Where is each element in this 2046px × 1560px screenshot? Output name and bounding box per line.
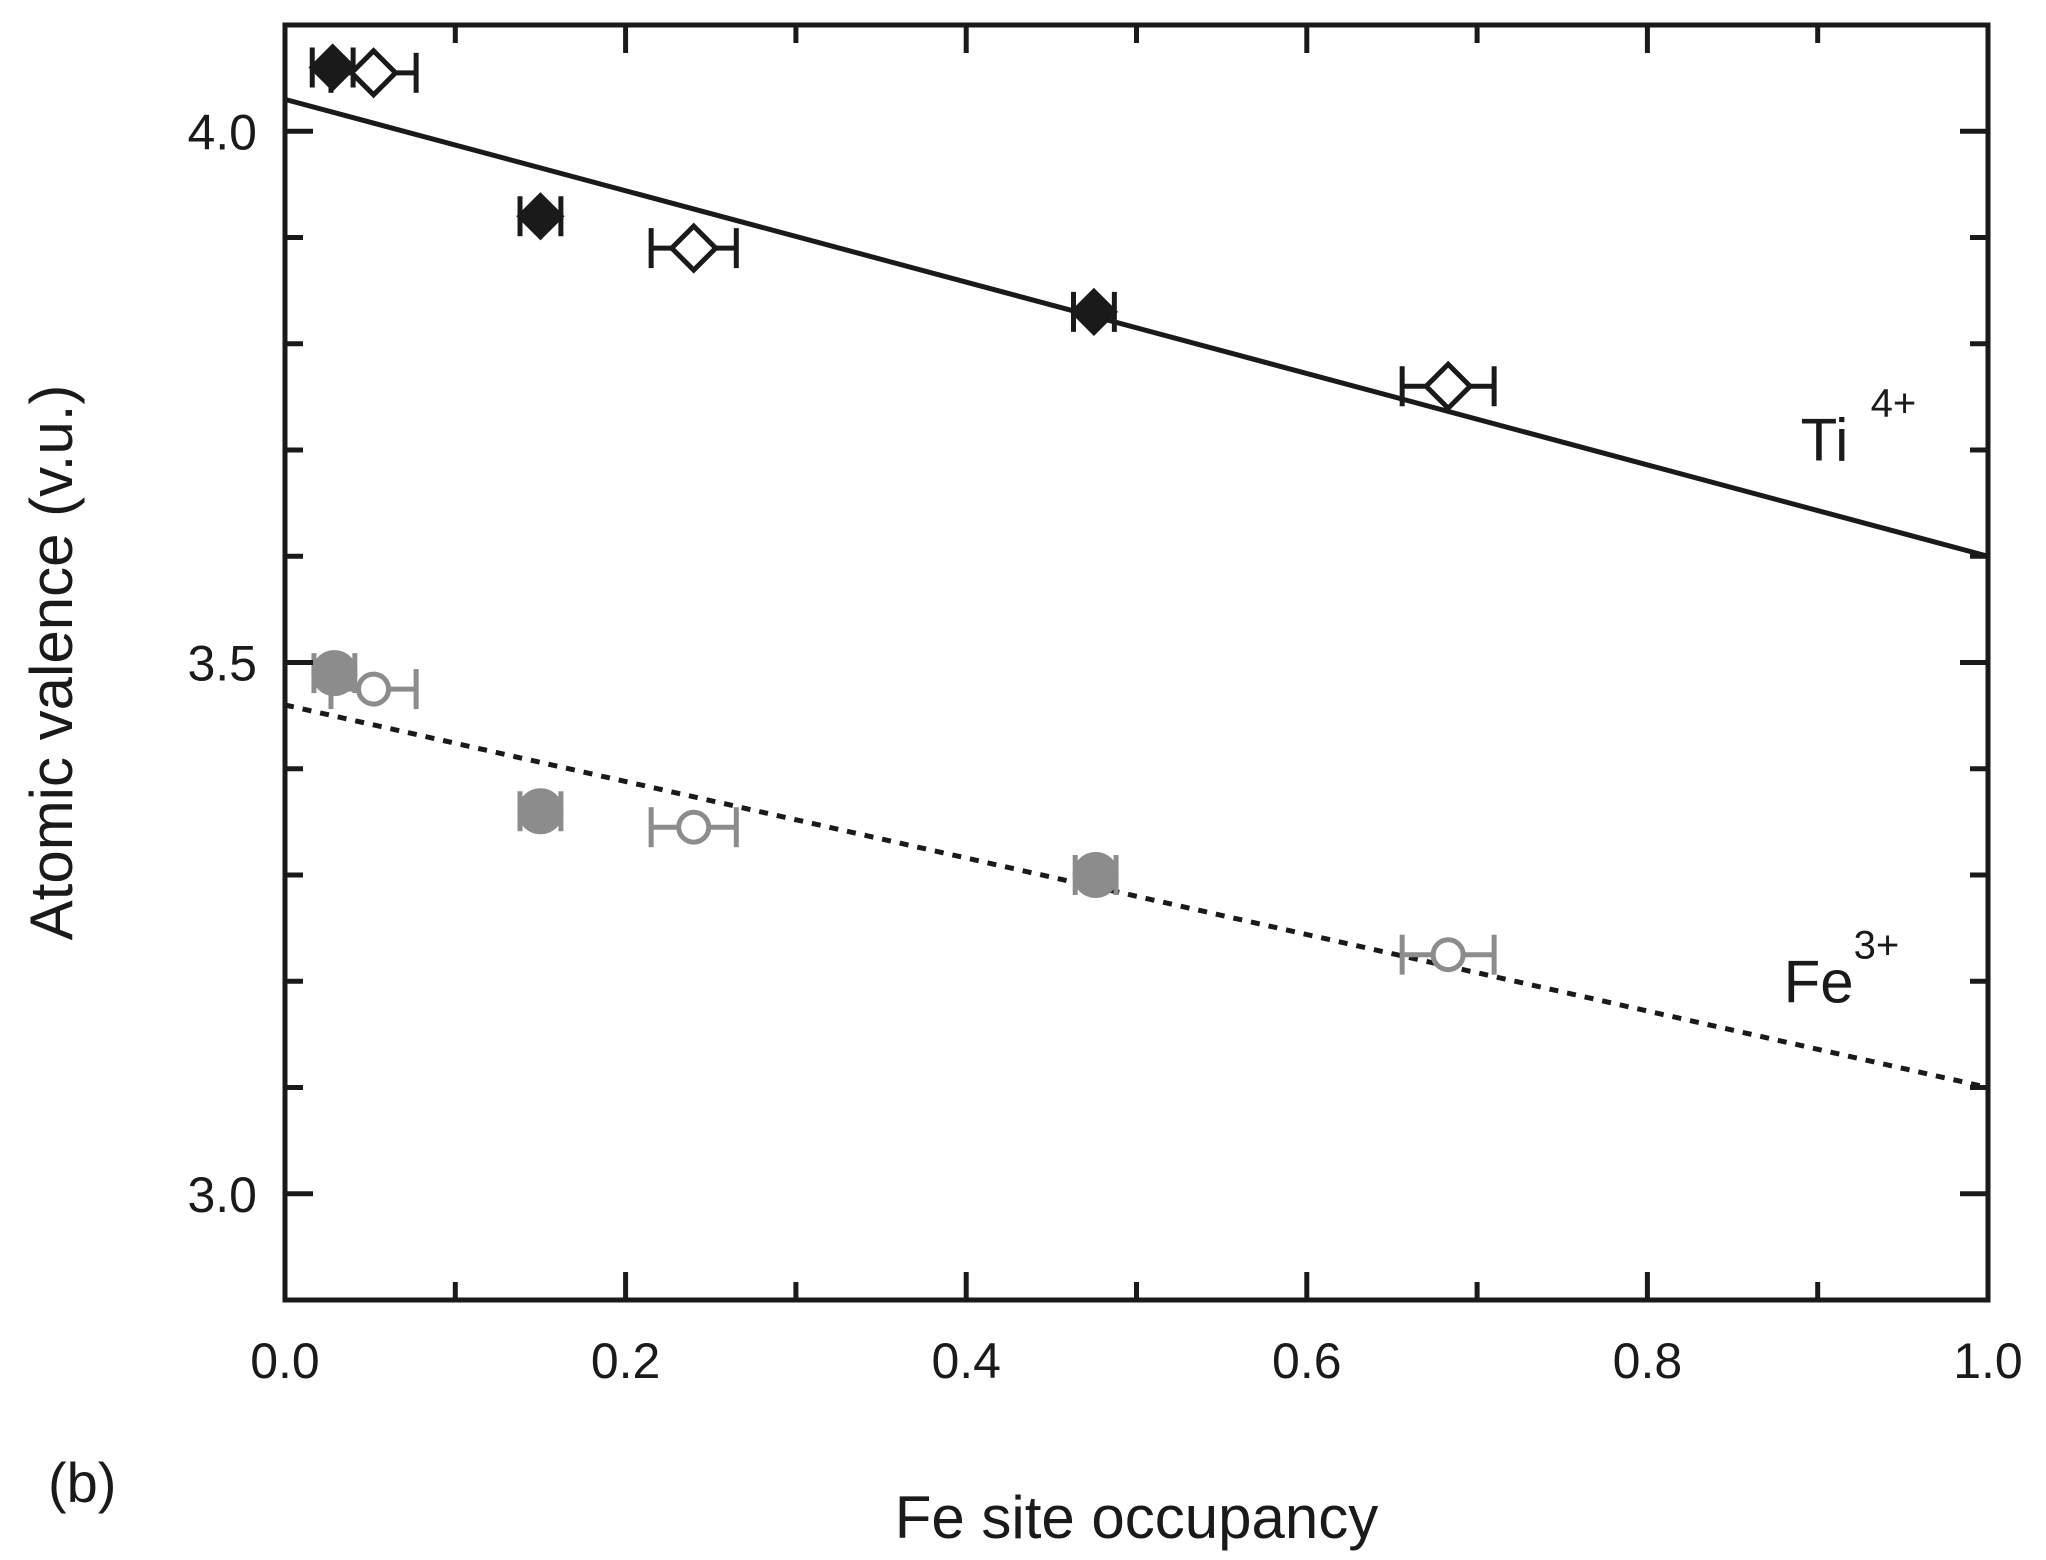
x-axis-title: Fe site occupancy [895,1484,1379,1551]
x-tick-label: 0.6 [1272,1333,1342,1389]
y-tick-label: 4.0 [187,104,257,160]
data-point [1430,937,1466,973]
fit-line-charge: 4+ [1871,382,1917,426]
series-2 [311,650,1119,898]
y-tick-label: 3.5 [187,636,257,692]
data-point [348,47,400,99]
data-point [1072,852,1119,898]
panel-label: (b) [48,1451,116,1514]
fit-line-label: Fe [1784,949,1854,1016]
x-tick-label: 0.0 [250,1333,320,1389]
fit-line-charge: 3+ [1854,924,1900,968]
fit-line-0 [284,96,1989,559]
data-point [516,192,565,241]
data-point [1422,360,1474,412]
labels: 0.0 0.2 0.4 0.6 0.8 1.0 3.0 3.5 4.0 Fe site occup… [18,104,2023,1551]
data-point [356,671,392,707]
fit-lines [284,96,1989,1090]
x-tick-label: 0.4 [931,1333,1001,1389]
fit-line-label: Ti [1801,407,1849,474]
y-tick-label: 3.0 [187,1167,257,1223]
x-tick-label: 0.8 [1613,1333,1683,1389]
data-point [676,809,712,845]
data-point [517,788,564,835]
data-point [668,222,720,274]
axes [282,22,1991,1303]
data-markers [308,43,1497,975]
fit-line-1 [284,702,1989,1090]
series-1 [328,47,1497,412]
x-tick-label: 1.0 [1953,1333,2023,1389]
data-point [1069,287,1119,336]
x-tick-label: 0.2 [591,1333,661,1389]
y-axis-title: Atomic valence (v.u.) [18,385,85,941]
series-3 [328,669,1497,975]
data-point [311,650,358,697]
